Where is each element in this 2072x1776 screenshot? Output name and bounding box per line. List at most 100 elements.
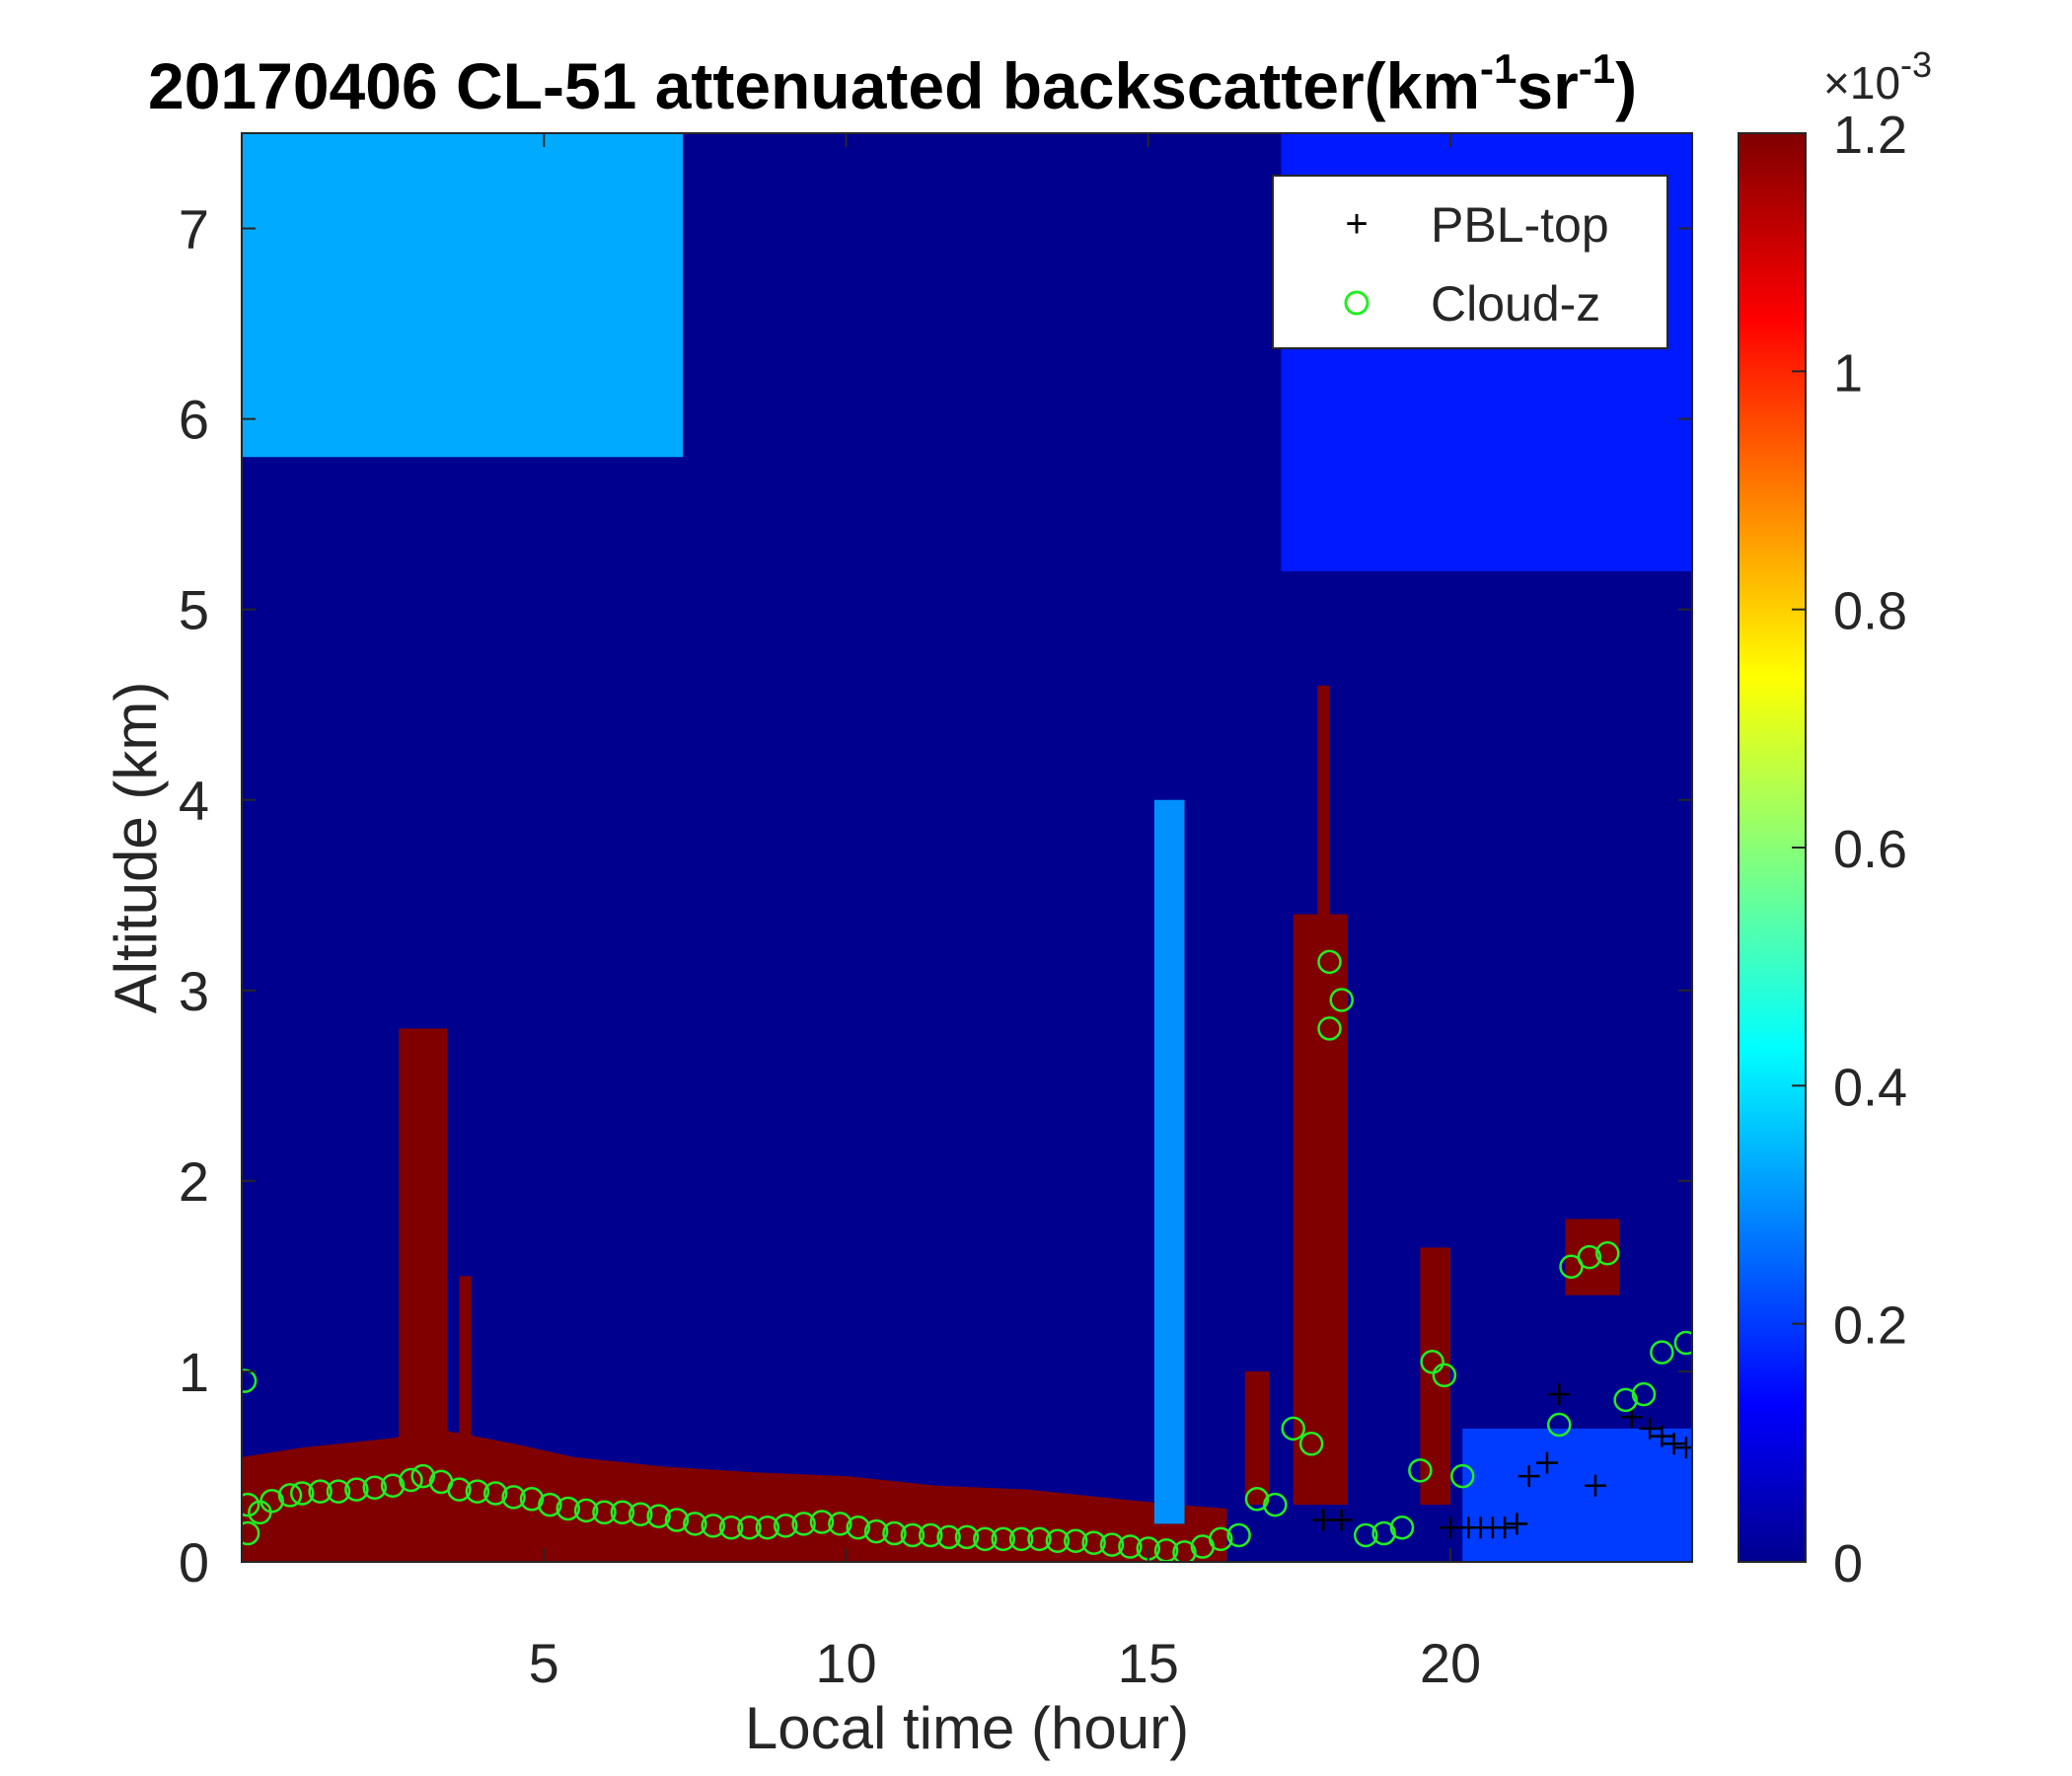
cloud-z-point [919,1522,943,1548]
y-tick-label: 1 [179,1341,209,1403]
cloud-z-point [1613,1387,1638,1413]
cloud-z-point [1577,1244,1602,1270]
colorbar-tick-label: 0.4 [1833,1058,1907,1117]
cloud-z-point [1673,1330,1692,1356]
heatmap-region [399,1028,448,1448]
cloud-z-point [1099,1532,1125,1557]
cloud-z-point [1547,1412,1572,1438]
heatmap-region [1462,1428,1692,1562]
legend-pbl-marker: + [1345,202,1368,246]
colorbar-tick-label: 0.2 [1833,1296,1907,1356]
pbl-top-point [1517,1465,1540,1488]
y-tick-label: 0 [179,1531,209,1593]
pbl-top-point [1663,1433,1685,1455]
cloud-z-point [290,1481,315,1506]
cloud-z-point [1263,1492,1288,1517]
cloud-z-point [1329,988,1354,1012]
pbl-top-markers [1312,1383,1692,1539]
heatmap-region [1244,1370,1270,1506]
cloud-z-point [683,1512,707,1536]
cloud-z-point [1298,1432,1324,1456]
cloud-z-point [846,1515,870,1540]
cloud-z-point [900,1522,925,1548]
cloud-z-point [380,1473,406,1499]
cloud-z-point [646,1504,671,1528]
cloud-z-point [1064,1528,1088,1554]
cloud-z-point [791,1512,816,1536]
y-tick-label: 2 [179,1150,209,1213]
colorbar-tick-label: 0.8 [1833,582,1907,641]
cloud-z-point [573,1498,599,1523]
cloud-z-point [1631,1381,1657,1407]
cloud-z-point [1008,1526,1034,1552]
colorbar-exponent: ×10-3 [1823,44,1932,109]
cloud-z-point [242,1369,258,1393]
y-tick-label: 4 [179,770,209,832]
colorbar: 0 0.2 0.4 0.6 0.8 1 1.2 ×10-3 [1738,44,1932,1593]
pbl-top-point [1312,1509,1335,1531]
cloud-z-point [737,1515,762,1540]
cloud-z-point [326,1479,351,1504]
cloud-z-point [555,1496,580,1521]
y-axis-label: Altitude (km) [103,682,169,1014]
legend-box [1272,175,1668,349]
cloud-z-point [664,1508,690,1532]
cloud-z-point [882,1520,907,1546]
cloud-z-point [1172,1540,1197,1562]
cloud-z-point [610,1500,635,1525]
cloud-z-point [1371,1520,1396,1546]
cloud-z-point [1317,949,1342,975]
pbl-top-point [1506,1513,1528,1535]
cloud-z-point [718,1515,744,1540]
legend-cloud-marker [1344,290,1369,316]
pbl-top-point [1651,1425,1673,1447]
cloud-z-point [308,1479,333,1504]
cloud-z-point [1045,1528,1071,1554]
cloud-z-point [1118,1534,1143,1559]
cloud-z-point [755,1515,780,1540]
x-tick-label: 10 [815,1632,876,1694]
x-tick-label: 15 [1118,1632,1179,1694]
pbl-top-point [1330,1509,1353,1531]
cloud-z-point [1450,1463,1475,1489]
cloud-z-point [1650,1340,1674,1365]
cloud-z-point [1209,1526,1233,1552]
cloud-z-point [592,1500,617,1525]
cloud-z-point [447,1477,472,1502]
pbl-top-point [1548,1383,1571,1406]
cloud-z-point [701,1514,725,1538]
pbl-top-point [1674,1437,1692,1459]
cloud-z-point [629,1502,653,1526]
cloud-z-point [1281,1416,1305,1442]
cloud-z-point [991,1526,1015,1552]
x-tick-label: 5 [529,1632,559,1694]
legend-pbl-label: PBL-top [1431,197,1609,253]
y-tick-label: 6 [179,389,209,451]
cloud-z-point [362,1475,387,1500]
cloud-z-point [344,1477,369,1502]
cloud-z-point [519,1487,545,1512]
y-tick-label: 7 [179,198,209,260]
cloud-z-point [863,1518,889,1544]
pbl-top-point [1494,1517,1517,1539]
cloud-z-point [1081,1530,1106,1555]
heatmap-region [1317,685,1330,1124]
x-axis-ticks: 5 10 15 20 [529,133,1481,1694]
cloud-z-point [1027,1526,1052,1552]
cloud-z-point [277,1483,303,1508]
cloud-z-point [501,1485,526,1510]
cloud-z-point [936,1524,961,1550]
cloud-z-point [1420,1350,1444,1374]
heatmap-cells [242,133,1692,1562]
legend-cloud-label: Cloud-z [1431,276,1600,332]
cloud-z-point [1244,1487,1270,1512]
cloud-z-point [410,1463,435,1489]
plot-frame [241,132,1693,1563]
cloud-z-point [399,1467,423,1493]
x-axis-label: Local time (hour) [745,1695,1189,1761]
colorbar-tick-label: 1.2 [1833,106,1907,165]
cloud-z-point [538,1492,562,1517]
cloud-z-point [1408,1458,1433,1483]
cloud-z-point [809,1510,835,1534]
